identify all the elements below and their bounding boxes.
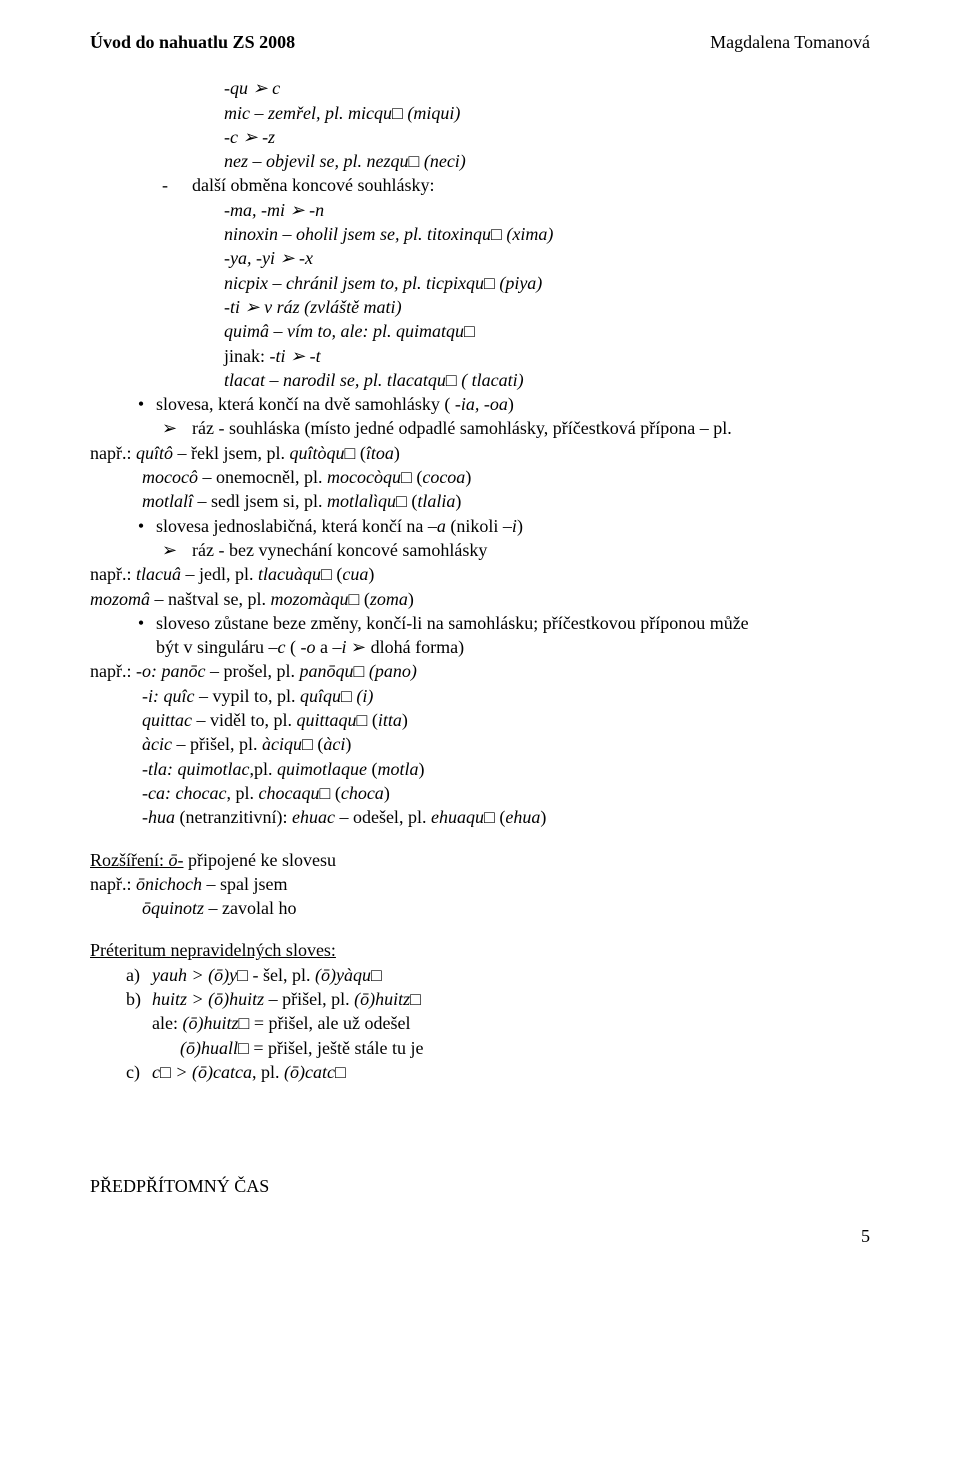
bullet-dot: • [126, 611, 156, 635]
line: -qu ➢ c [224, 78, 280, 98]
underline-text: Rozšíření: ō- [90, 850, 184, 870]
underline-text: Préteritum nepravidelných sloves: [90, 940, 336, 960]
example-line: quittac – viděl to, pl. quittaqu□ (itta) [142, 708, 870, 732]
example-line: mococô – onemocněl, pl. mococòqu□ (cocoa… [142, 465, 870, 489]
list-letter: a) [126, 963, 152, 987]
arrow-item: ➢ráz - bez vynechání koncové samohlásky [162, 538, 870, 562]
list-letter: c) [126, 1060, 152, 1084]
example-line: ōquinotz – zavolal ho [142, 896, 870, 920]
arrow-icon: ➢ [162, 538, 192, 562]
bullet-text: sloveso zůstane beze změny, končí-li na … [156, 613, 749, 633]
line: -c ➢ -z [224, 127, 275, 147]
example-line: např.: tlacuâ – jedl, pl. tlacuàqu□ (cua… [90, 562, 870, 586]
list-letter: b) [126, 987, 152, 1011]
line: quimâ – vím to, ale: pl. quimatqu□ [224, 321, 475, 341]
bullet-cont: být v singuláru –c ( -o a –i ➢ dlohá for… [156, 635, 870, 659]
line: -ti ➢ v ráz (zvláště mati) [224, 297, 402, 317]
bullet-item: •slovesa, která končí na dvě samohlásky … [126, 392, 870, 416]
example-line: -hua (netranzitivní): ehuac – odešel, pl… [142, 805, 870, 829]
bullet-item: •slovesa jednoslabičná, která končí na –… [126, 514, 870, 538]
example-line: např.: quîtô – řekl jsem, pl. quîtòqu□ (… [90, 441, 870, 465]
line: nicpix – chránil jsem to, pl. ticpixqu□ … [224, 273, 542, 293]
section-heading: Rozšíření: ō- připojené ke slovesu [90, 848, 870, 872]
example-line: mozomâ – naštval se, pl. mozomàqu□ (zoma… [90, 587, 870, 611]
arrow-text: ráz - bez vynechání koncové samohlásky [192, 540, 487, 560]
example-line: àcic – přišel, pl. àciqu□ (àci) [142, 732, 870, 756]
bullet-item: •sloveso zůstane beze změny, končí-li na… [126, 611, 870, 635]
line: -ma, -mi ➢ -n [224, 200, 324, 220]
list-item-b: b)huitz > (ō)huitz – přišel, pl. (ō)huit… [126, 987, 870, 1011]
line: další obměna koncové souhlásky: [192, 175, 434, 195]
list-item-c: c)c□ > (ō)catca, pl. (ō)catc□ [126, 1060, 870, 1084]
arrow-icon: ➢ [162, 416, 192, 440]
line: nez – objevil se, pl. nezqu□ (neci) [224, 151, 466, 171]
list-item-b-sub: ale: (ō)huitz□ = přišel, ale už odešel [152, 1011, 870, 1035]
example-text: quîtô [136, 443, 173, 463]
example-line: -i: quîc – vypil to, pl. quîqu□ (i) [142, 684, 870, 708]
line: jinak: -ti ➢ -t [224, 346, 321, 366]
arrow-text: ráz - souhláska (místo jedné odpadlé sam… [192, 418, 732, 438]
main-block: -qu ➢ c mic – zemřel, pl. micqu□ (miqui)… [162, 76, 870, 392]
line: mic – zemřel, pl. micqu□ (miqui) [224, 103, 460, 123]
bullet-text: slovesa jednoslabičná, která končí na –a… [156, 516, 523, 536]
bullet-text: slovesa, která končí na dvě samohlásky (… [156, 394, 514, 414]
example-line: -ca: chocac, pl. chocaqu□ (choca) [142, 781, 870, 805]
list-item-a: a)yauh > (ō)y□ - šel, pl. (ō)yàqu□ [126, 963, 870, 987]
example-line: -tla: quimotlac,pl. quimotlaque (motla) [142, 757, 870, 781]
example-line: např.: ōnichoch – spal jsem [90, 872, 870, 896]
list-item-b-sub: (ō)huall□ = přišel, ještě stále tu je [180, 1036, 870, 1060]
line: -ya, -yi ➢ -x [224, 248, 313, 268]
heading-rest: připojené ke slovesu [184, 850, 336, 870]
header-left: Úvod do nahuatlu ZS 2008 [90, 30, 295, 54]
dash-bullet: - [162, 173, 192, 197]
header-right: Magdalena Tomanová [710, 30, 870, 54]
section-title: PŘEDPŘÍTOMNÝ ČAS [90, 1174, 870, 1198]
page-number: 5 [90, 1224, 870, 1248]
section-heading: Préteritum nepravidelných sloves: [90, 938, 870, 962]
example-line: motlalî – sedl jsem si, pl. motlalìqu□ (… [142, 489, 870, 513]
line: ninoxin – oholil jsem se, pl. titoxinqu□… [224, 224, 553, 244]
bullet-dot: • [126, 514, 156, 538]
arrow-item: ➢ráz - souhláska (místo jedné odpadlé sa… [162, 416, 870, 440]
line: tlacat – narodil se, pl. tlacatqu□ ( tla… [224, 370, 524, 390]
bullet-dot: • [126, 392, 156, 416]
example-line: např.: -o: panōc – prošel, pl. panōqu□ (… [90, 659, 870, 683]
page-header: Úvod do nahuatlu ZS 2008 Magdalena Toman… [90, 30, 870, 54]
